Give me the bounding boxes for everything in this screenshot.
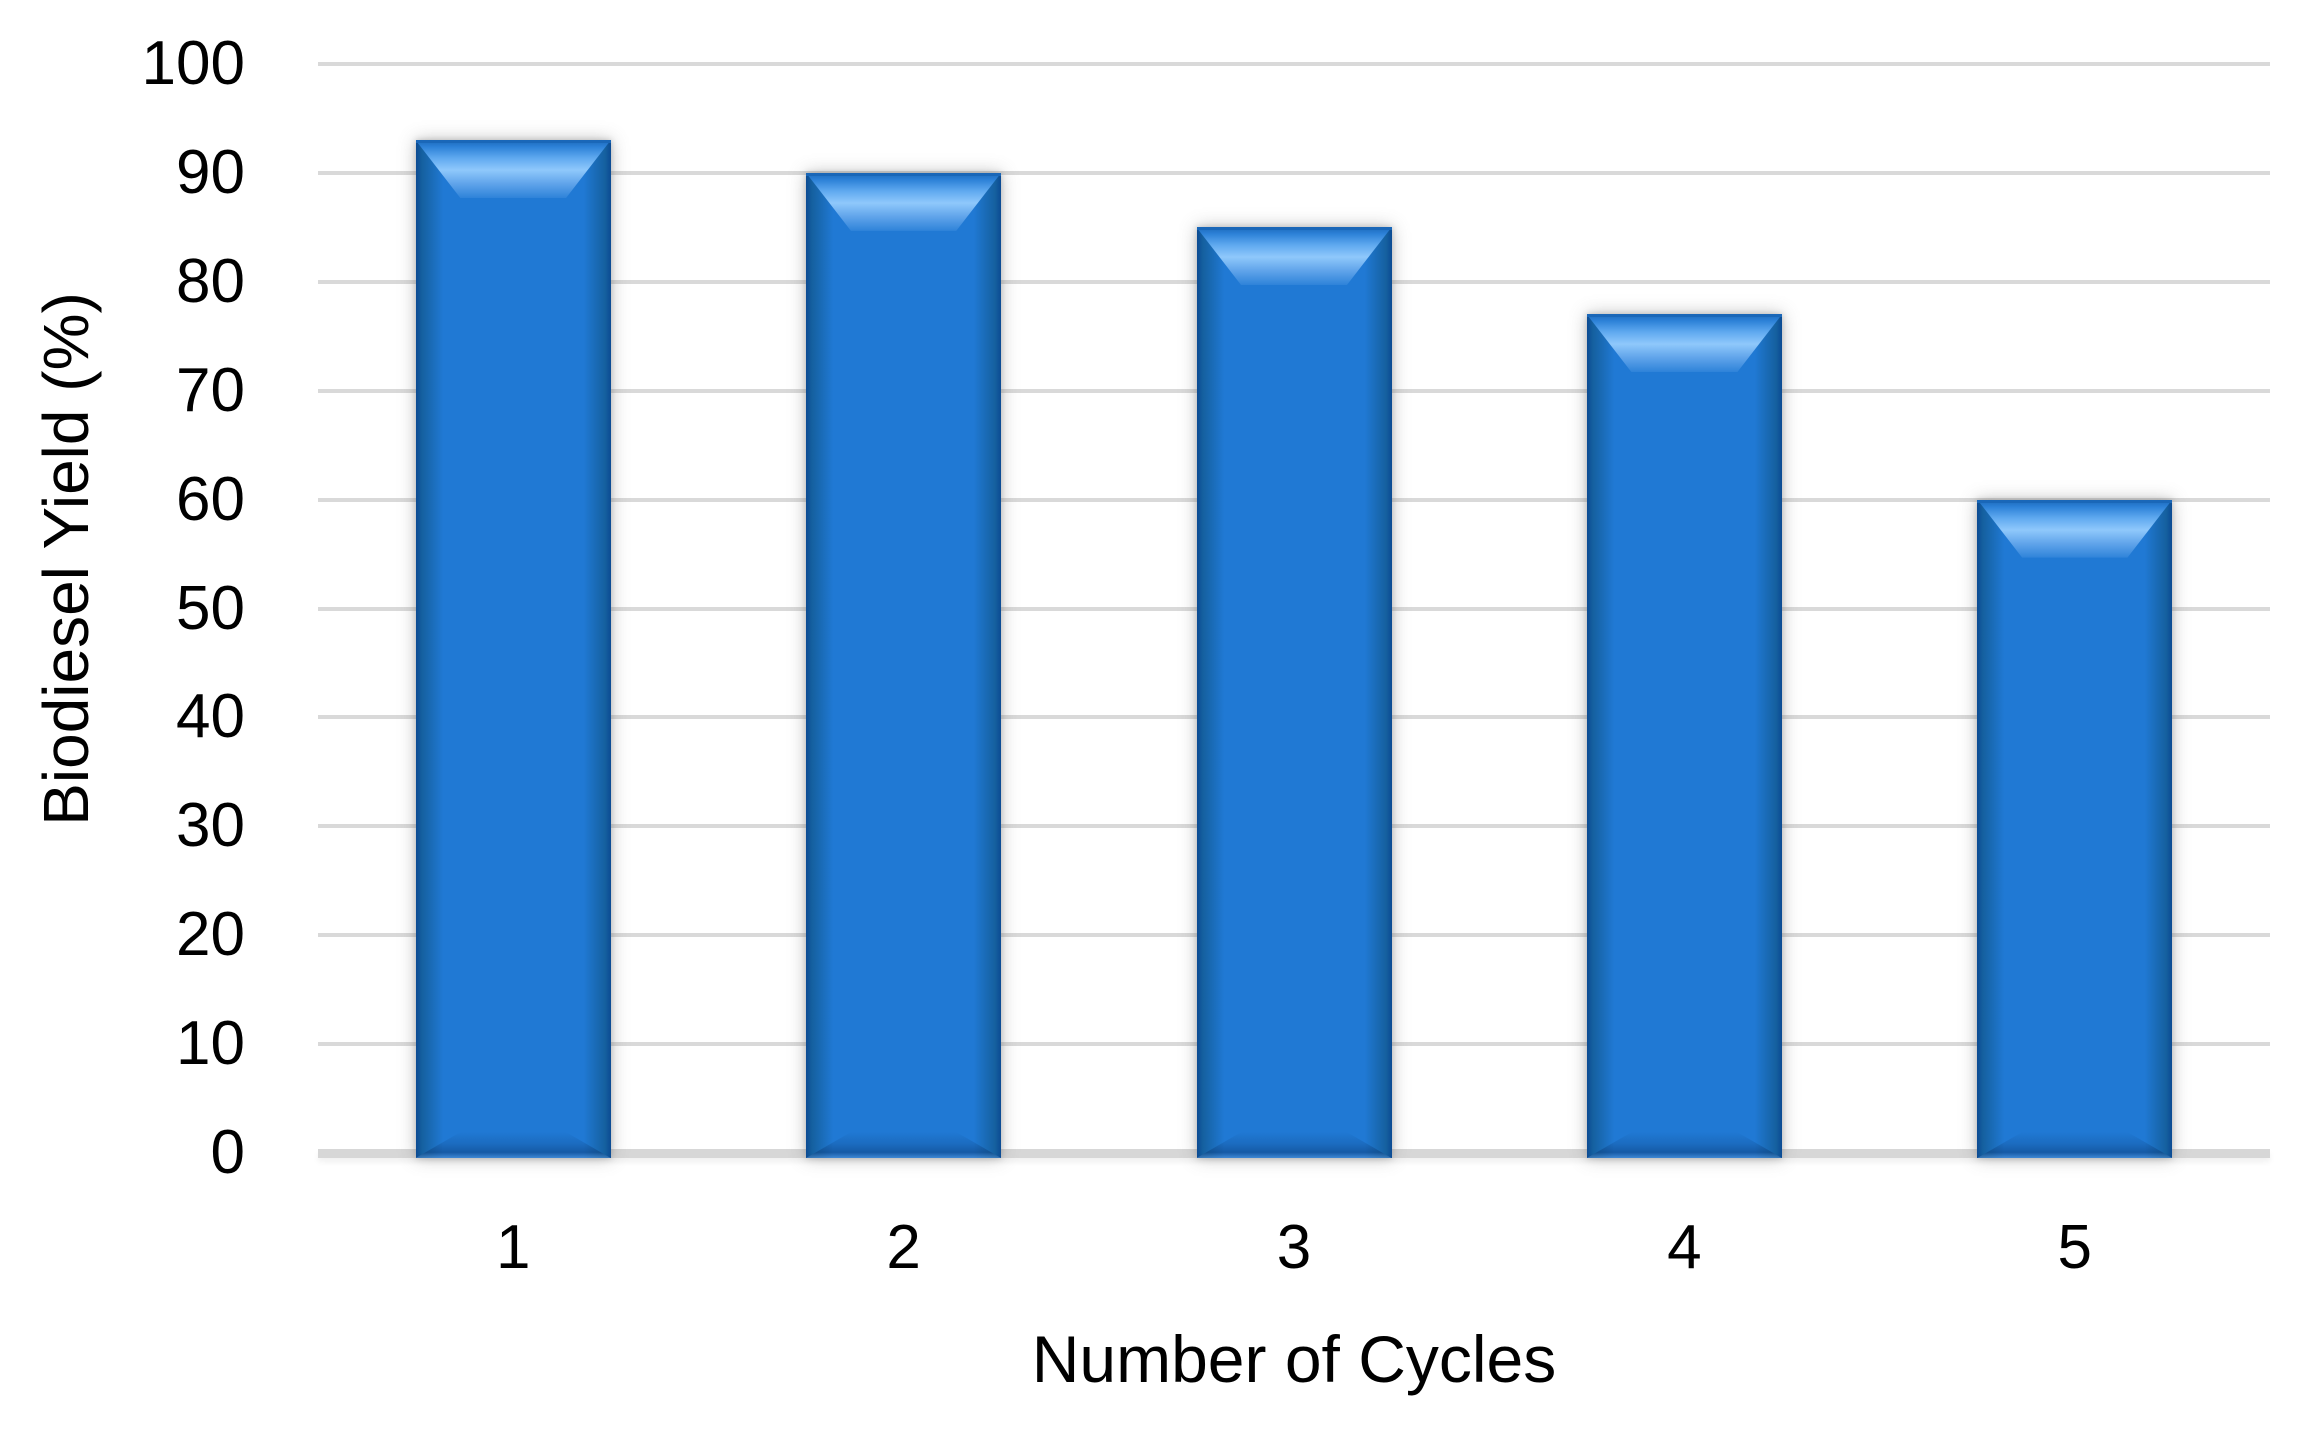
bar-top-bevel	[415, 140, 611, 199]
bar-bottom-bevel	[415, 1131, 611, 1158]
bar-cycle-5	[1977, 499, 2173, 1158]
bar-bottom-bevel	[1977, 1131, 2173, 1158]
bar-bottom-bevel	[806, 1131, 1002, 1158]
gridline-100	[318, 62, 2270, 66]
y-tick-label-0: 0	[210, 1118, 245, 1187]
y-tick-label-90: 90	[176, 137, 245, 207]
bar-cycle-4	[1586, 314, 1782, 1158]
bar-top-bevel	[806, 172, 1002, 231]
gridline-90	[318, 170, 2270, 175]
x-tick-label-2: 2	[886, 1213, 921, 1282]
y-tick-label-30: 30	[176, 791, 245, 861]
y-tick-label-50: 50	[176, 573, 245, 643]
bar-bottom-bevel	[1196, 1131, 1392, 1158]
x-tick-label-1: 1	[495, 1213, 531, 1282]
bar-bottom-bevel	[1586, 1131, 1782, 1158]
bar-cycle-2	[806, 172, 1002, 1158]
x-tick-label-5: 5	[2057, 1213, 2093, 1282]
bar-top-bevel	[1586, 314, 1782, 373]
bar-top-edge	[415, 140, 611, 144]
bar-top-edge	[1196, 227, 1392, 231]
y-tick-label-10: 10	[176, 1009, 245, 1079]
bar-top-bevel	[1196, 227, 1392, 286]
x-tick-label-4: 4	[1667, 1213, 1702, 1282]
bar-top-edge	[1977, 499, 2173, 503]
y-tick-label-80: 80	[176, 246, 245, 316]
bar-top-edge	[1586, 314, 1782, 318]
bar-top-bevel	[1977, 499, 2173, 558]
x-tick-label-3: 3	[1276, 1213, 1312, 1282]
bar-cycle-1	[415, 140, 611, 1158]
x-axis-title: Number of Cycles	[1031, 1322, 1557, 1396]
bar-top-edge	[806, 172, 1002, 176]
y-tick-label-20: 20	[176, 900, 245, 970]
y-tick-label-70: 70	[176, 355, 245, 425]
bar-cycle-3	[1196, 227, 1392, 1158]
y-tick-label-60: 60	[176, 464, 245, 534]
y-tick-label-40: 40	[176, 682, 245, 752]
y-tick-label-100: 100	[141, 29, 245, 98]
